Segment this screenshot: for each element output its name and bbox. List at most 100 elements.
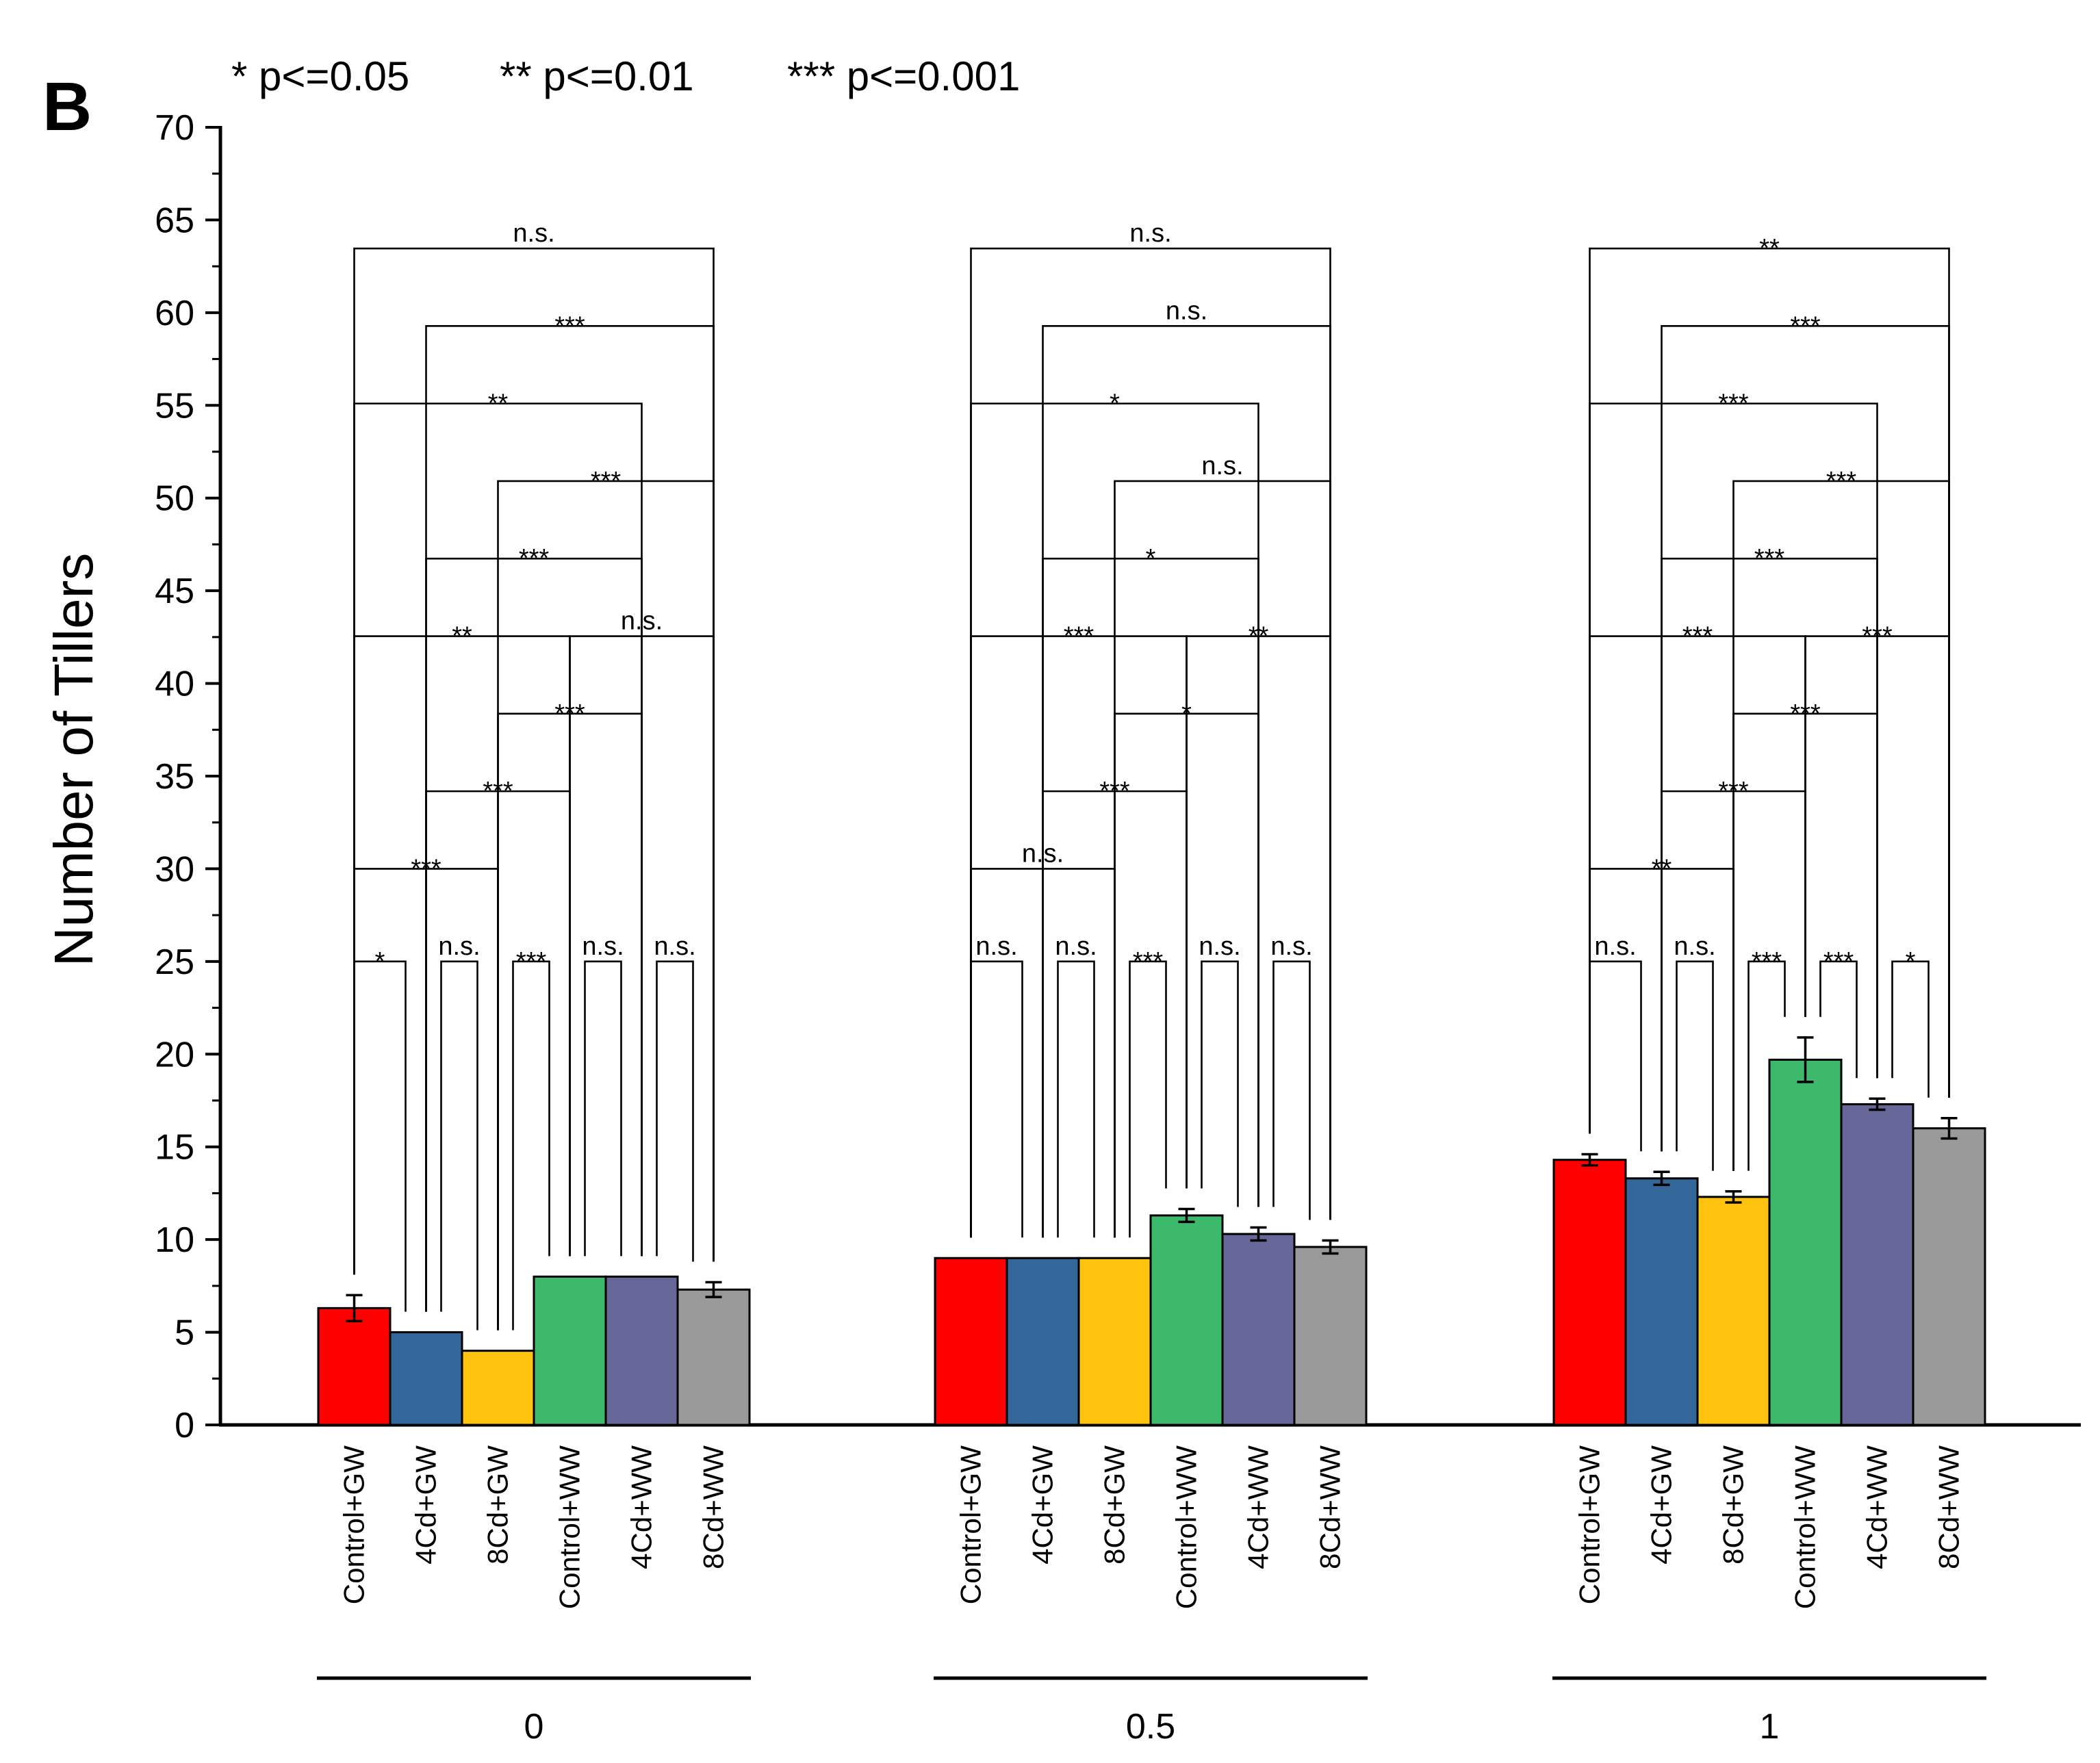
- category-label: Control+GW: [1574, 1445, 1606, 1605]
- significance-label: n.s.: [1166, 296, 1207, 325]
- significance-bracket: [1057, 960, 1095, 1238]
- bar: [1696, 1196, 1771, 1426]
- category-label: 4Cd+GW: [1646, 1445, 1678, 1565]
- bar: [1293, 1246, 1368, 1426]
- significance-bracket: [497, 480, 715, 1330]
- significance-label: ***: [554, 311, 585, 340]
- bar: [1149, 1214, 1224, 1426]
- category-label: Control+GW: [338, 1445, 370, 1605]
- significance-label: ***: [519, 544, 550, 573]
- significance-bracket: [353, 960, 407, 1312]
- y-tick-label: 50: [155, 479, 194, 519]
- significance-label: n.s.: [1594, 932, 1636, 961]
- significance-label: n.s.: [1270, 932, 1312, 961]
- significance-label: ***: [1754, 544, 1785, 573]
- significance-label: *: [1906, 947, 1916, 976]
- category-label: 4Cd+GW: [410, 1445, 442, 1565]
- category-label: Control+WW: [554, 1445, 586, 1610]
- significance-bracket: [1589, 247, 1950, 1134]
- significance-bracket: [440, 960, 478, 1330]
- significance-bracket: [1676, 960, 1714, 1171]
- significance-label: *: [1146, 544, 1156, 573]
- category-label: 4Cd+WW: [1242, 1445, 1275, 1569]
- category-label: 8Cd+GW: [1099, 1445, 1131, 1565]
- significance-label: ***: [516, 947, 547, 976]
- significance-label: ***: [1823, 947, 1854, 976]
- significance-bracket: [1891, 960, 1930, 1098]
- y-tick-label: 45: [155, 571, 194, 611]
- significance-bracket: [970, 960, 1023, 1238]
- bar: [1768, 1058, 1843, 1426]
- legend-p05: * p<=0.05: [231, 53, 409, 99]
- significance-label: n.s.: [582, 932, 624, 961]
- significance-bracket: [1201, 960, 1239, 1207]
- significance-label: ***: [1064, 622, 1094, 651]
- y-tick-label: 5: [175, 1313, 194, 1353]
- bar: [1624, 1177, 1699, 1426]
- significance-bracket: [1129, 960, 1167, 1238]
- group-label: 0.5: [1126, 1707, 1175, 1747]
- significance-label: n.s.: [513, 219, 554, 248]
- significance-label: *: [375, 947, 385, 976]
- bar: [1552, 1159, 1627, 1426]
- significance-bracket: [1747, 960, 1786, 1171]
- significance-label: ***: [1133, 947, 1164, 976]
- y-tick-label: 30: [155, 849, 194, 889]
- significance-label: ***: [1718, 389, 1749, 418]
- significance-label: n.s.: [975, 932, 1017, 961]
- y-tick-label: 20: [155, 1035, 194, 1074]
- significance-bracket: [1042, 557, 1259, 1238]
- significance-bracket: [512, 960, 550, 1330]
- significance-label: ***: [1790, 311, 1821, 340]
- significance-bracket: [1589, 960, 1642, 1152]
- significance-label: n.s.: [1674, 932, 1715, 961]
- legend-p01: ** p<=0.01: [500, 53, 694, 99]
- category-label: 8Cd+GW: [482, 1445, 514, 1565]
- panel-letter: B: [42, 68, 92, 145]
- category-label: 8Cd+GW: [1717, 1445, 1750, 1565]
- significance-bracket: [970, 247, 1331, 1238]
- significance-bracket: [656, 960, 694, 1262]
- significance-label: ***: [1752, 947, 1782, 976]
- significance-label: ***: [1826, 467, 1857, 496]
- significance-label: *: [1110, 389, 1120, 418]
- significance-label: n.s.: [1201, 452, 1243, 480]
- bar: [676, 1288, 751, 1426]
- y-tick-label: 10: [155, 1220, 194, 1260]
- significance-bracket: [1819, 960, 1858, 1079]
- y-tick-label: 25: [155, 942, 194, 982]
- bar: [1006, 1257, 1080, 1426]
- bar: [1077, 1257, 1152, 1426]
- y-tick-label: 65: [155, 201, 194, 240]
- y-tick-label: 15: [155, 1128, 194, 1168]
- bar: [389, 1331, 463, 1426]
- significance-bracket: [584, 960, 622, 1257]
- bar: [1840, 1103, 1915, 1426]
- y-axis-title: Number of Tillers: [43, 553, 104, 967]
- bar: [317, 1307, 392, 1426]
- significance-label: **: [1759, 234, 1780, 263]
- significance-bracket: [1272, 960, 1311, 1220]
- category-label: Control+WW: [1789, 1445, 1821, 1610]
- bar: [1912, 1127, 1986, 1426]
- bar: [934, 1257, 1008, 1426]
- significance-label: n.s.: [1129, 219, 1171, 248]
- legend-p001: *** p<=0.001: [787, 53, 1020, 99]
- significance-label: **: [488, 389, 509, 418]
- significance-label: n.s.: [1055, 932, 1097, 961]
- bar: [604, 1275, 679, 1426]
- y-tick-label: 40: [155, 665, 194, 704]
- significance-bracket: [353, 247, 715, 1275]
- y-tick-label: 70: [155, 108, 194, 148]
- bar: [1221, 1233, 1296, 1426]
- group-label: 1: [1760, 1707, 1780, 1747]
- category-label: 4Cd+GW: [1027, 1445, 1059, 1565]
- bar: [533, 1275, 607, 1426]
- category-label: 8Cd+WW: [697, 1445, 730, 1569]
- category-label: 8Cd+WW: [1314, 1445, 1346, 1569]
- significance-label: n.s.: [654, 932, 695, 961]
- significance-label: **: [452, 622, 472, 651]
- group-label: 0: [524, 1707, 544, 1747]
